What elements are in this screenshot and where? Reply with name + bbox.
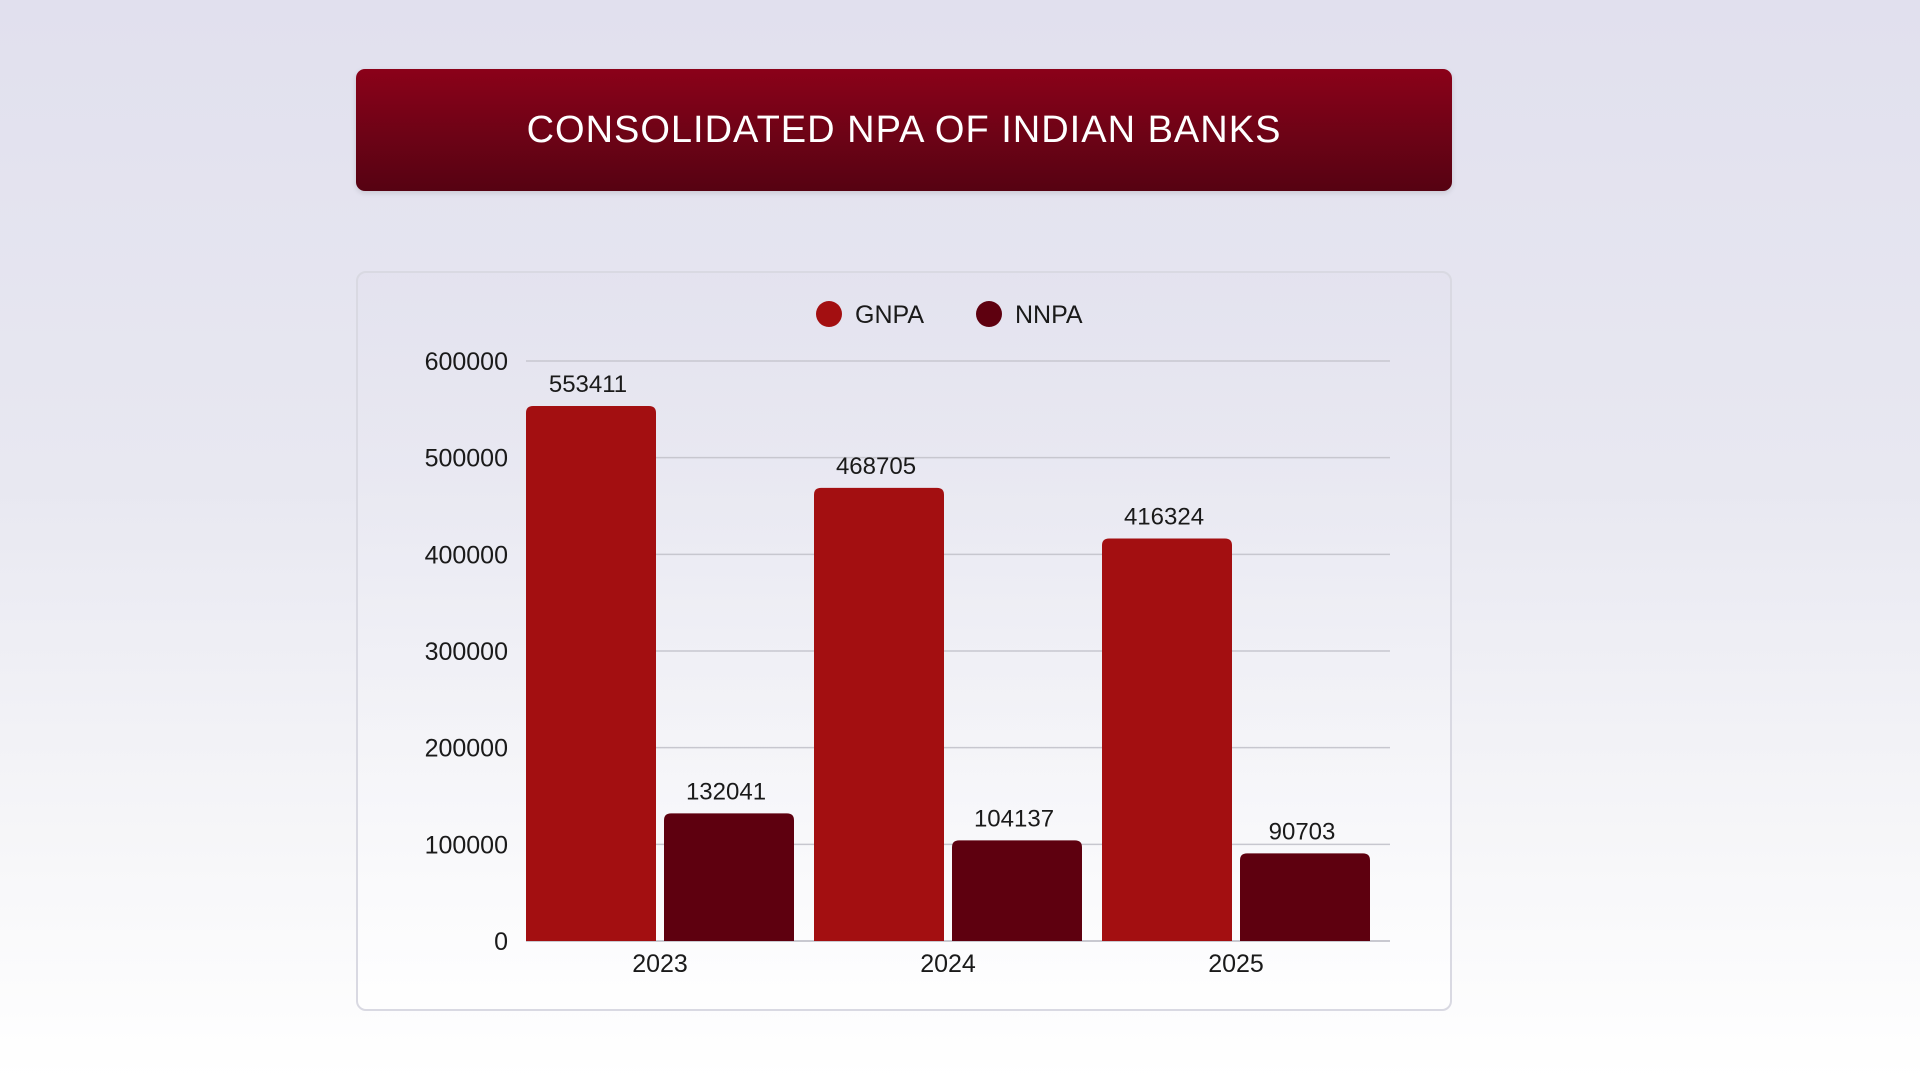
y-tick-label: 200000 [425, 735, 508, 763]
y-tick-label: 300000 [425, 638, 508, 666]
bar-gnpa-2023 [526, 406, 656, 941]
bar-nnpa-2024 [952, 840, 1082, 941]
data-label: 468705 [836, 453, 916, 480]
bar-nnpa-2025 [1240, 853, 1370, 941]
data-label: 553411 [549, 371, 627, 398]
data-label: 90703 [1269, 818, 1336, 845]
y-tick-label: 0 [494, 928, 508, 956]
bar-nnpa-2023 [664, 813, 794, 941]
data-label: 104137 [974, 805, 1054, 832]
legend-label-nnpa: NNPA [1015, 301, 1083, 329]
y-tick-label: 500000 [425, 445, 508, 473]
y-tick-label: 600000 [425, 348, 508, 376]
y-tick-label: 100000 [425, 831, 508, 859]
x-tick-label: 2025 [1208, 950, 1264, 978]
y-tick-label: 400000 [425, 541, 508, 569]
data-label: 132041 [686, 778, 766, 805]
legend-marker-nnpa [976, 301, 1002, 327]
legend-marker-gnpa [816, 301, 842, 327]
data-label: 416324 [1124, 504, 1204, 531]
bar-gnpa-2025 [1102, 539, 1232, 941]
x-tick-label: 2024 [920, 950, 976, 978]
x-tick-label: 2023 [632, 950, 688, 978]
bar-gnpa-2024 [814, 488, 944, 941]
legend-label-gnpa: GNPA [855, 301, 924, 329]
